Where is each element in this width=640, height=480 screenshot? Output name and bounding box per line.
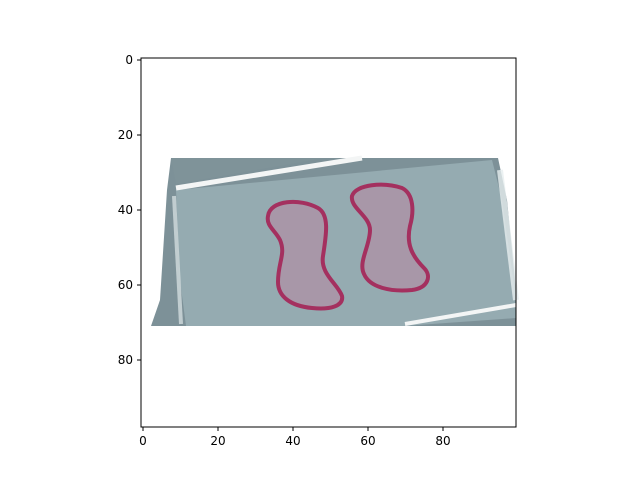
- y-tick-label: 20: [118, 128, 133, 142]
- y-tick-label: 60: [118, 278, 133, 292]
- x-tick-label: 0: [139, 434, 147, 448]
- glare-bottom: [404, 303, 517, 326]
- card: [176, 160, 516, 326]
- glare-left-edge: [172, 195, 183, 325]
- y-tick-label: 80: [118, 353, 133, 367]
- axes-frame: [140, 57, 517, 428]
- x-tick-label: 60: [360, 434, 375, 448]
- x-tick-label: 80: [435, 434, 450, 448]
- card-upper-strip: [171, 158, 325, 184]
- y-tick-label: 0: [125, 53, 133, 67]
- left-blob: [265, 199, 345, 311]
- glare-top: [175, 155, 363, 191]
- x-tick-label: 20: [210, 434, 225, 448]
- y-axis: 0 20 40 60 80: [118, 53, 141, 367]
- y-tick-label: 40: [118, 203, 133, 217]
- image-area: [141, 58, 519, 427]
- right-blob: [349, 182, 430, 293]
- x-tick-label: 40: [285, 434, 300, 448]
- glare-right-edge: [497, 169, 519, 301]
- x-axis: 0 20 40 60 80: [139, 427, 451, 448]
